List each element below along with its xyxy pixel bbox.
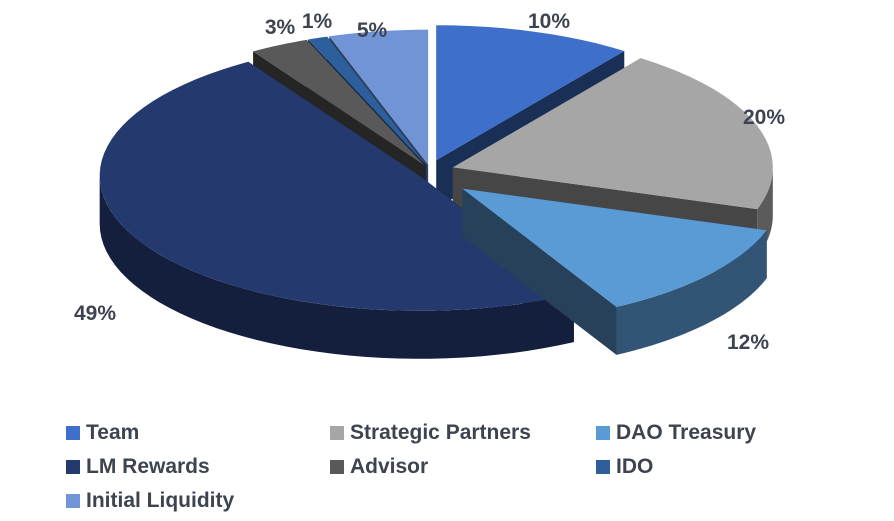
legend-label-advisor: Advisor [350, 455, 429, 478]
slice-top-team [436, 25, 625, 161]
slice-rim-dao-treasury [616, 230, 767, 355]
legend-item-team: Team [66, 419, 139, 447]
slice-top-lm-rewards [99, 61, 574, 311]
legend-swatch-dao-treasury [596, 426, 610, 440]
data-label-lm-rewards: 49% [74, 302, 116, 325]
data-label-ido: 1% [302, 10, 333, 33]
legend-label-ido: IDO [616, 455, 654, 478]
legend-item-initial-liquidity: Initial Liquidity [66, 487, 234, 515]
slice-rim-lm-rewards [99, 175, 574, 359]
slice-top-dao-treasury [462, 188, 767, 307]
slices-layer [99, 25, 773, 359]
legend-item-dao-treasury: DAO Treasury [596, 419, 756, 447]
slice-top-advisor [253, 39, 425, 166]
legend-item-ido: IDO [596, 453, 653, 481]
slice-side-wall-dao-treasury-1 [462, 188, 617, 355]
data-label-strategic-partners: 20% [743, 106, 785, 129]
data-label-dao-treasury: 12% [727, 331, 769, 354]
pie-plot-area: 10% 20% 12% 49% 3% 1% 5% [74, 10, 785, 359]
legend-label-lm-rewards: LM Rewards [86, 455, 210, 478]
legend-swatch-lm-rewards [66, 460, 80, 474]
slice-dao-treasury [462, 188, 767, 355]
data-label-initial-liquidity: 5% [357, 19, 388, 42]
slice-top-initial-liquidity [329, 29, 429, 165]
legend-swatch-advisor [330, 460, 344, 474]
data-label-advisor: 3% [265, 16, 296, 39]
legend-swatch-team [66, 426, 80, 440]
legend-item-lm-rewards: LM Rewards [66, 453, 210, 481]
legend-item-advisor: Advisor [330, 453, 428, 481]
slice-top-ido [308, 36, 426, 165]
slice-top-strategic-partners [452, 58, 773, 210]
legend-label-strategic-partners: Strategic Partners [350, 421, 531, 444]
legend-swatch-initial-liquidity [66, 494, 80, 508]
legend-item-strategic-partners: Strategic Partners [330, 419, 531, 447]
legend-swatch-strategic-partners [330, 426, 344, 440]
legend-swatch-ido [596, 460, 610, 474]
legend-label-dao-treasury: DAO Treasury [616, 421, 757, 444]
data-label-team: 10% [528, 10, 570, 33]
data-labels-layer: 10% 20% 12% 49% 3% 1% 5% [74, 10, 785, 354]
legend-label-team: Team [86, 421, 140, 444]
legend-label-initial-liquidity: Initial Liquidity [86, 489, 235, 512]
